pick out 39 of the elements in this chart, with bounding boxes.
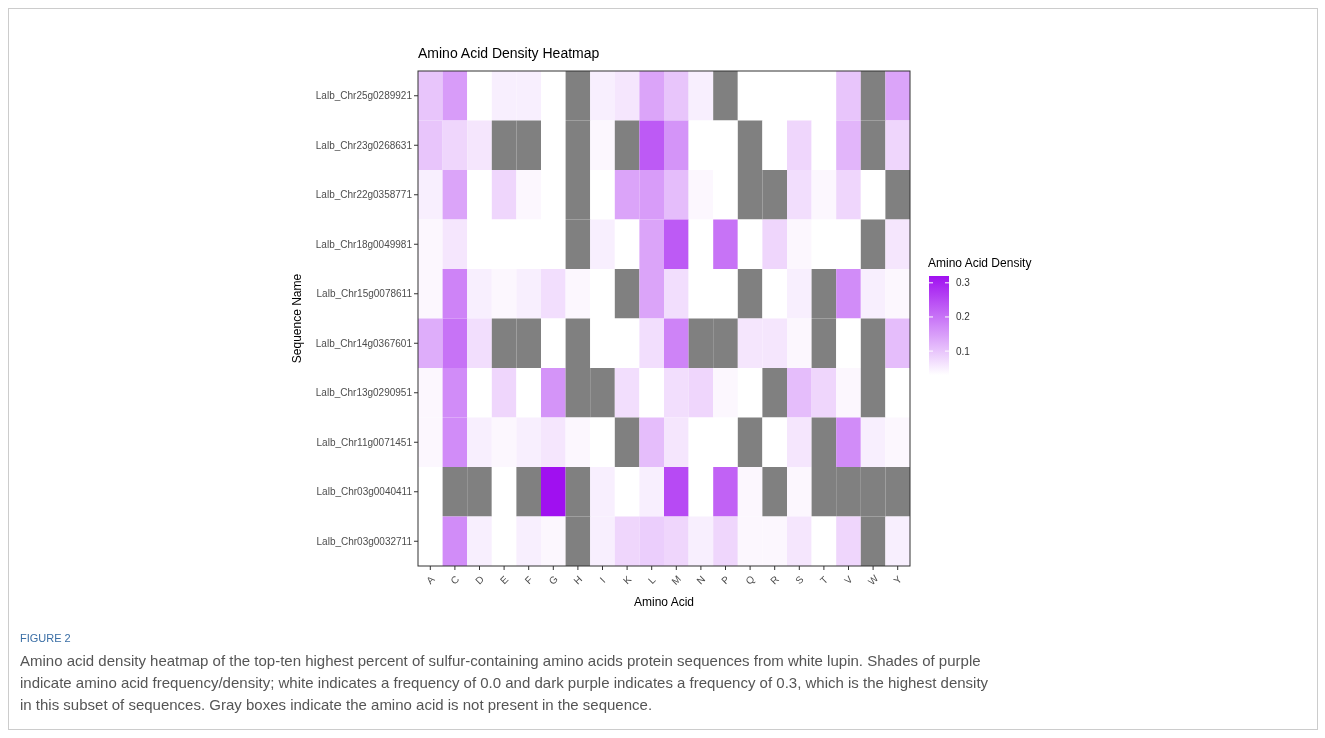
y-tick-label: Lalb_Chr11g0071451	[316, 436, 413, 448]
chart-title: Amino Acid Density Heatmap	[418, 45, 600, 61]
x-axis-title: Amino Acid	[633, 595, 695, 609]
x-tick-label: M	[669, 573, 684, 587]
x-tick-label: Y	[891, 573, 905, 587]
x-tick-label: I	[597, 575, 608, 585]
color-bar-label: 0.1	[956, 345, 971, 357]
color-bar-title: Amino Acid Density	[928, 256, 1032, 270]
x-tick-label: R	[768, 573, 782, 587]
x-tick-label: Q	[743, 573, 757, 587]
text: Amino acid density heatmap of the top-ten highest percent of sulfur-containing amino acids protein sequences from white lupin. Shades of purple indicate amino acid frequency/density; white indicates a frequency of 0.0 and dark purple indicates a frequency of 0.3, which is the highest density in this subset of sequences. Gray boxes indicate the amino acid is not present in the sequence.	[20, 652, 989, 713]
y-tick-label: Lalb_Chr14g0367601	[315, 337, 413, 349]
y-tick-label: Lalb_Chr13g0290951	[315, 387, 413, 399]
x-tick-label: L	[645, 573, 658, 586]
x-tick-label: G	[546, 573, 561, 587]
color-bar-label: 0.2	[956, 311, 971, 323]
x-tick-label: A	[424, 573, 437, 587]
x-tick-label: D	[473, 573, 486, 587]
y-axis-title: Sequence Name	[290, 273, 304, 364]
y-tick-label: Lalb_Chr22g0358771	[315, 189, 413, 201]
caption: FIGURE 2	[20, 632, 71, 644]
y-tick-label: Lalb_Chr25g0289921	[315, 90, 413, 102]
y-tick-label: Lalb_Chr03g0032711	[316, 535, 413, 547]
y-tick-label: Lalb_Chr15g0078611	[316, 288, 413, 300]
x-tick-label: E	[497, 573, 511, 587]
y-tick-label: Lalb_Chr03g0040411	[316, 486, 413, 498]
color-bar-label: 0.3	[956, 277, 971, 289]
x-tick-label: K	[620, 573, 634, 587]
x-tick-label: P	[719, 573, 732, 587]
y-tick-label: Lalb_Chr23g0268631	[315, 139, 413, 151]
x-tick-label: W	[865, 572, 881, 588]
x-tick-label: S	[793, 573, 806, 587]
x-tick-label: C	[448, 573, 462, 587]
x-tick-label: N	[694, 573, 708, 587]
x-tick-label: T	[817, 573, 830, 587]
x-tick-label: F	[522, 573, 535, 587]
y-tick-label: Lalb_Chr18g0049981	[315, 238, 413, 250]
x-tick-label: V	[842, 573, 855, 587]
x-tick-label: H	[571, 573, 585, 587]
